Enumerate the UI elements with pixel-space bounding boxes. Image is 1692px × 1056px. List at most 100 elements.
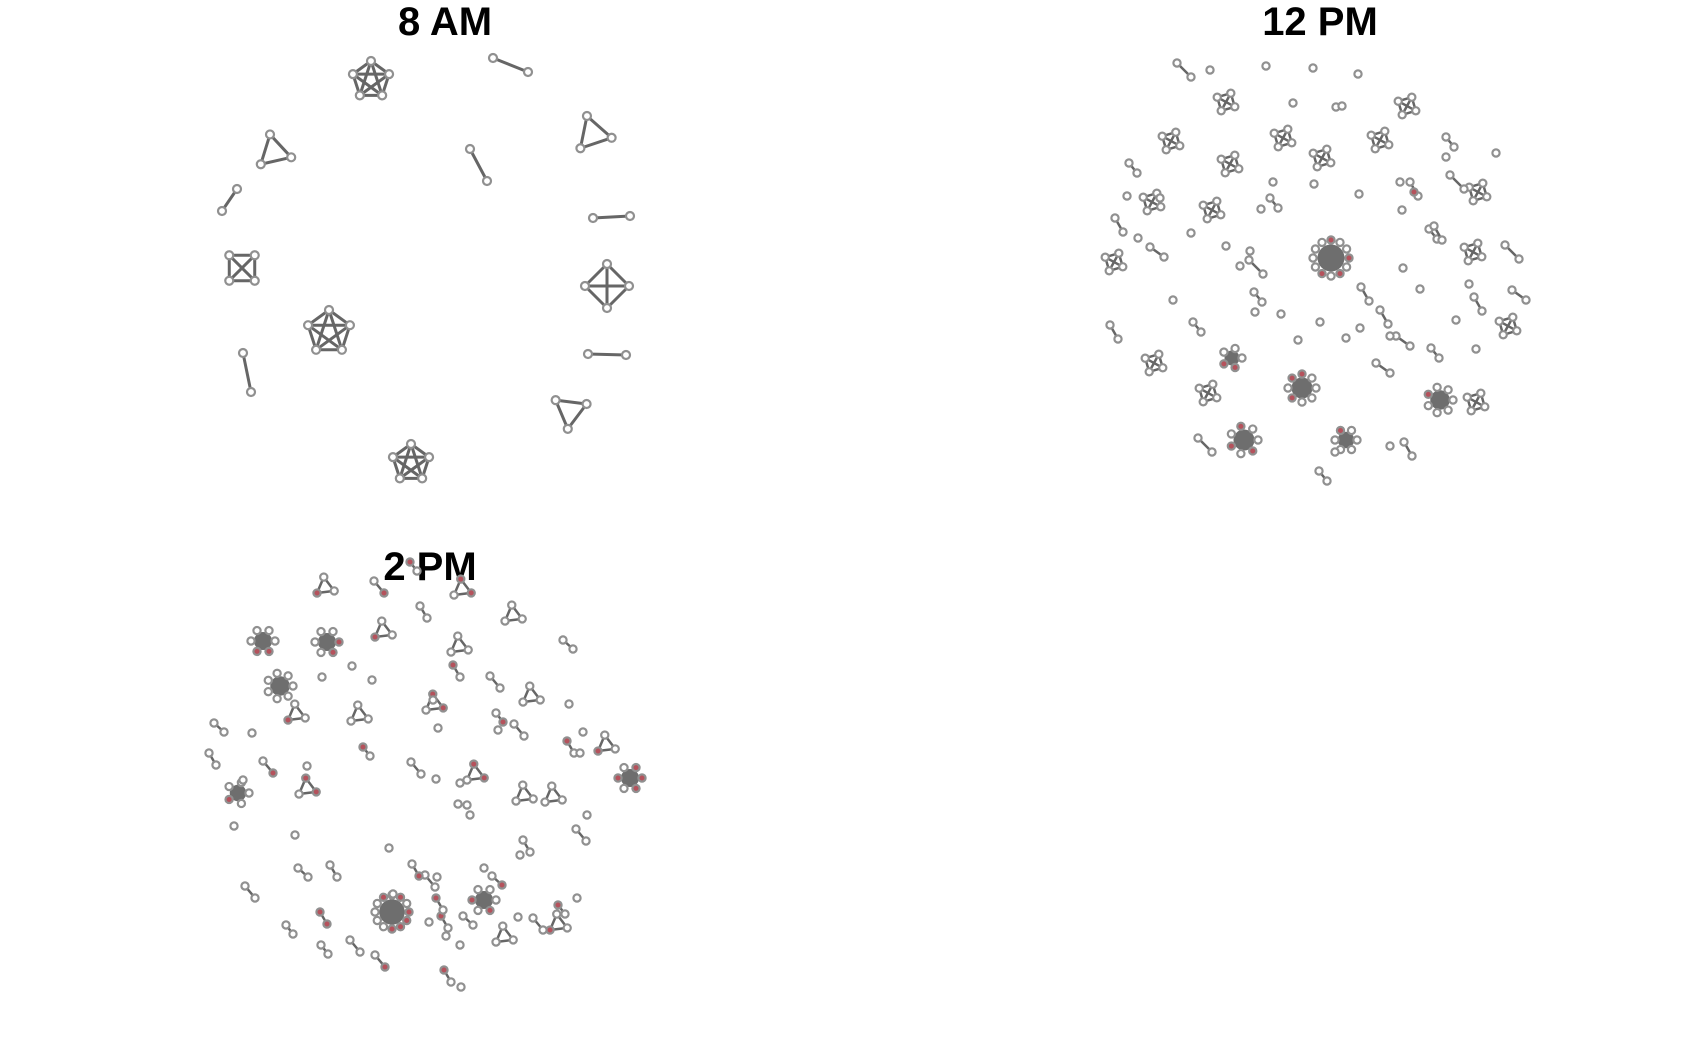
node — [1371, 358, 1381, 368]
node — [1202, 214, 1212, 224]
infected-node — [1226, 441, 1237, 451]
node — [1411, 106, 1421, 116]
node — [1441, 132, 1451, 142]
node — [1437, 235, 1447, 245]
node — [365, 55, 377, 67]
infected-node — [328, 647, 338, 658]
node — [1407, 92, 1417, 102]
node — [288, 929, 298, 939]
node — [1205, 65, 1215, 75]
node — [405, 438, 417, 450]
node — [1393, 96, 1403, 106]
node — [462, 800, 472, 810]
node — [515, 850, 525, 860]
node — [270, 636, 280, 646]
node — [468, 920, 478, 930]
node — [564, 699, 574, 709]
node — [1158, 363, 1168, 373]
node — [1355, 323, 1365, 333]
infected-node — [631, 762, 641, 773]
node — [1273, 142, 1283, 152]
node — [1144, 367, 1154, 377]
node — [1265, 193, 1275, 203]
edge — [358, 72, 391, 97]
node — [509, 719, 519, 729]
node — [1514, 254, 1524, 264]
node — [1459, 184, 1469, 194]
node — [479, 863, 489, 873]
node — [1449, 142, 1459, 152]
node — [1326, 158, 1336, 168]
node — [1441, 152, 1451, 162]
edge — [327, 308, 344, 352]
infected-node — [404, 907, 414, 917]
node — [310, 637, 320, 647]
node — [1322, 476, 1332, 486]
infected-node — [334, 637, 344, 647]
edge — [398, 455, 431, 480]
node — [578, 727, 588, 737]
infected-node — [498, 717, 508, 727]
node — [216, 205, 228, 217]
node — [316, 626, 326, 637]
node — [1464, 279, 1474, 289]
node — [1230, 343, 1240, 354]
infected-node — [1287, 393, 1297, 403]
node — [1354, 189, 1364, 199]
node — [1157, 131, 1167, 141]
node — [547, 781, 557, 791]
node — [1256, 204, 1266, 214]
edge — [578, 136, 614, 150]
node — [1311, 383, 1321, 393]
node — [428, 695, 438, 705]
node — [302, 761, 312, 771]
node — [1244, 255, 1254, 265]
infected-node — [311, 787, 321, 797]
network-panel-2pm: 2 PM — [200, 545, 660, 1045]
infected-node — [497, 880, 507, 890]
node — [581, 398, 592, 410]
node — [1346, 425, 1357, 436]
node — [249, 275, 260, 286]
node — [1317, 237, 1327, 248]
node — [353, 700, 363, 710]
node — [1375, 305, 1385, 315]
node — [535, 695, 545, 705]
infected-node — [395, 892, 406, 902]
node — [1161, 145, 1171, 155]
node — [1193, 433, 1203, 443]
infected-node — [431, 893, 441, 903]
node — [1293, 335, 1303, 345]
node — [354, 90, 365, 101]
node — [1118, 262, 1128, 272]
node — [365, 751, 375, 761]
node — [1432, 382, 1442, 393]
node — [1405, 341, 1415, 351]
node — [1307, 373, 1317, 383]
node — [1297, 397, 1307, 407]
node — [446, 977, 456, 987]
node — [1258, 269, 1268, 279]
cluster-core — [1317, 244, 1345, 272]
node — [417, 473, 428, 484]
infected-node — [1409, 187, 1419, 197]
edge — [554, 398, 589, 406]
node — [369, 576, 379, 586]
node — [1288, 98, 1298, 108]
node — [513, 912, 523, 922]
node — [1463, 256, 1473, 266]
node — [1434, 353, 1444, 363]
infected-node — [402, 915, 412, 926]
edge — [227, 253, 257, 283]
node — [1326, 271, 1336, 281]
node — [455, 672, 465, 682]
infected-node — [315, 907, 325, 917]
node — [518, 780, 528, 790]
node — [1512, 326, 1522, 336]
node — [211, 760, 221, 770]
node — [1261, 61, 1271, 71]
node — [283, 691, 293, 701]
network-graph-8am — [216, 52, 636, 484]
node — [1100, 252, 1110, 262]
node — [303, 872, 313, 882]
